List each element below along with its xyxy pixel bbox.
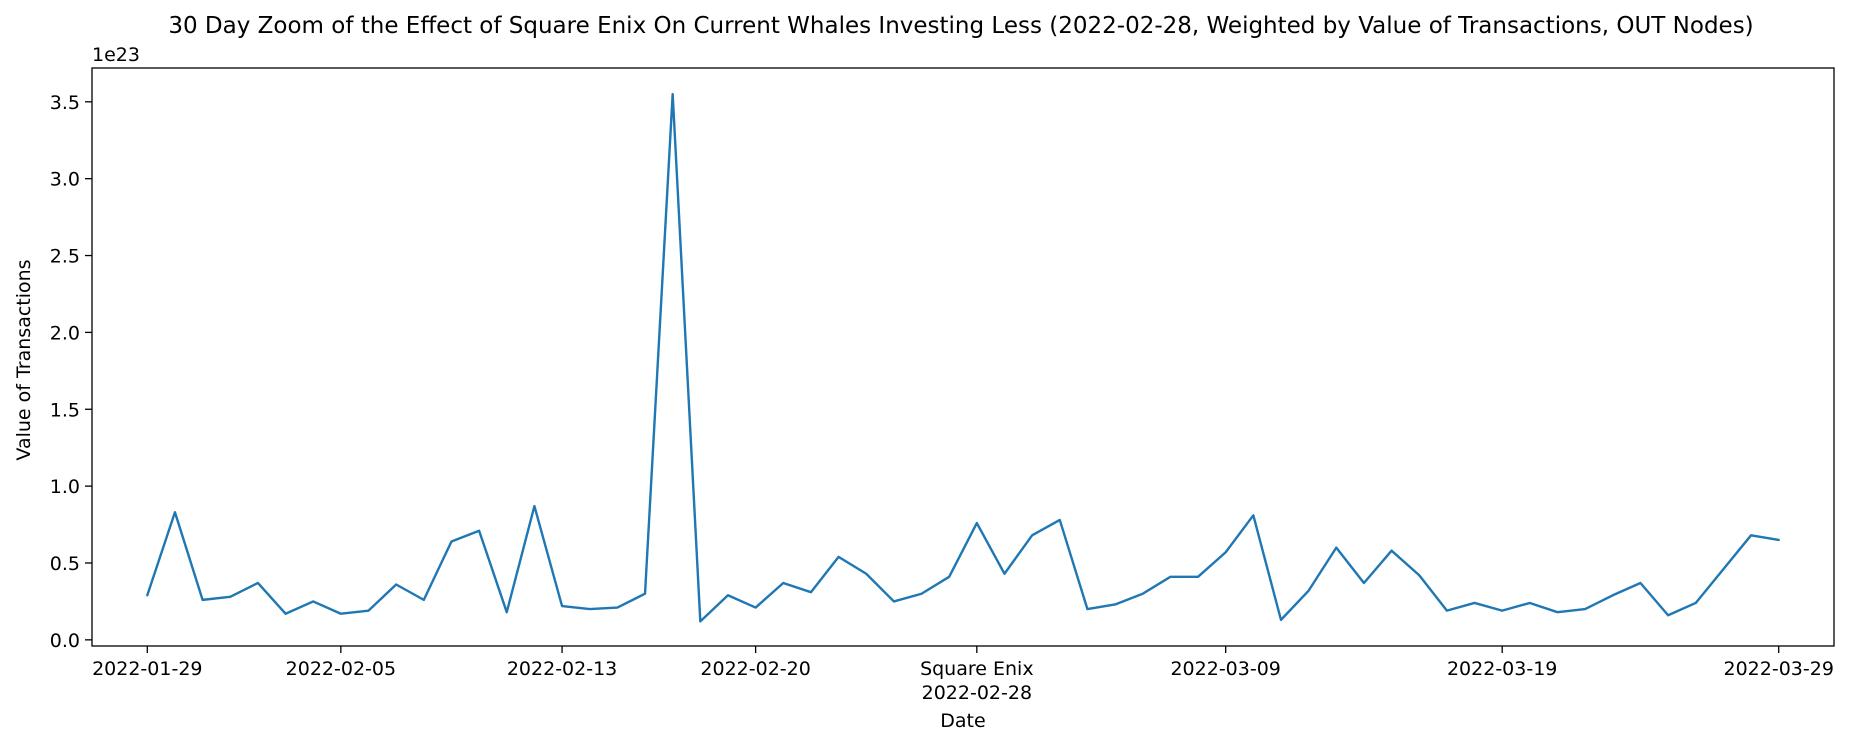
chart-title: 30 Day Zoom of the Effect of Square Enix… xyxy=(168,13,1753,39)
x-tick-label: 2022-03-19 xyxy=(1447,658,1557,680)
x-tick-label: 2022-02-20 xyxy=(700,658,810,680)
y-tick-label: 2.0 xyxy=(50,322,80,344)
x-axis-label: Date xyxy=(940,710,985,732)
x-tick-label: 2022-02-05 xyxy=(286,658,396,680)
x-tick-label: 2022-02-28 xyxy=(922,682,1032,704)
y-axis-offset-label: 1e23 xyxy=(92,44,140,66)
x-tick-label: 2022-03-29 xyxy=(1723,658,1833,680)
y-tick-label: 1.0 xyxy=(50,476,80,498)
y-axis-label: Value of Transactions xyxy=(13,259,35,460)
y-tick-label: 3.5 xyxy=(50,92,80,114)
y-tick-label: 0.5 xyxy=(50,553,80,575)
x-tick-label: 2022-03-09 xyxy=(1170,658,1280,680)
y-tick-label: 2.5 xyxy=(50,246,80,268)
x-tick-label: 2022-02-13 xyxy=(507,658,617,680)
event-tick-label: Square Enix xyxy=(920,658,1034,680)
x-tick-label: 2022-01-29 xyxy=(92,658,202,680)
y-tick-label: 1.5 xyxy=(50,399,80,421)
y-tick-label: 3.0 xyxy=(50,169,80,191)
y-tick-label: 0.0 xyxy=(50,630,80,652)
